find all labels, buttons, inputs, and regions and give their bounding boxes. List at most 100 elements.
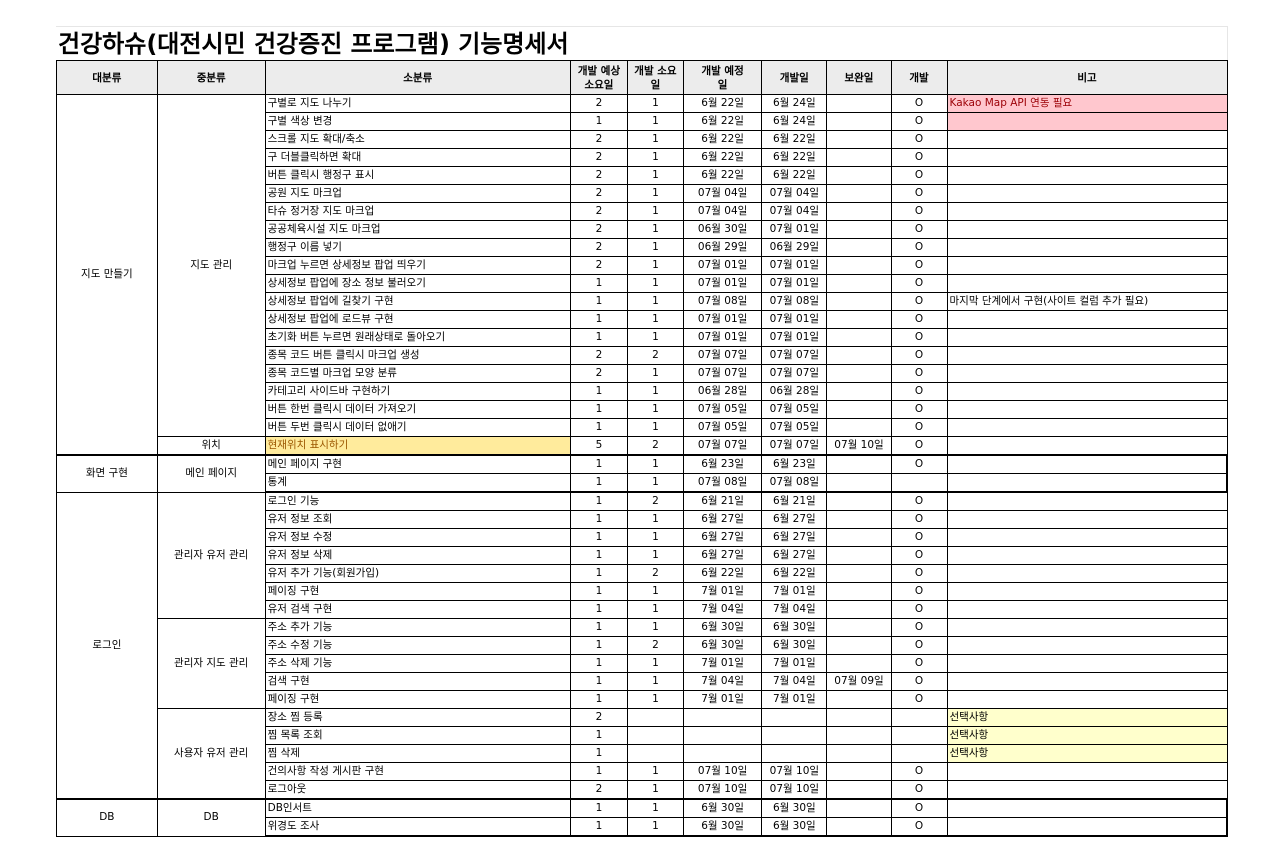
duration-cell[interactable]: 1: [626, 618, 684, 637]
done-cell[interactable]: [890, 726, 948, 745]
dev-date-cell[interactable]: [761, 708, 828, 727]
dev-date-cell[interactable]: 07월 10일: [761, 762, 828, 781]
feature-cell[interactable]: 구별로 지도 나누기: [264, 94, 571, 113]
fix-date-cell[interactable]: [826, 780, 892, 800]
estimate-cell[interactable]: 1: [569, 618, 628, 637]
fix-date-cell[interactable]: [826, 454, 892, 474]
note-cell[interactable]: [946, 546, 1228, 565]
dev-date-cell[interactable]: 6월 30일: [761, 618, 828, 637]
estimate-cell[interactable]: 1: [569, 798, 628, 818]
feature-cell[interactable]: 초기화 버튼 누르면 원래상태로 돌아오기: [264, 328, 571, 347]
dev-date-cell[interactable]: 6월 22일: [761, 564, 828, 583]
fix-date-cell[interactable]: [826, 256, 892, 275]
duration-cell[interactable]: 1: [626, 690, 684, 709]
dev-date-cell[interactable]: 6월 30일: [761, 817, 828, 837]
done-cell[interactable]: O: [890, 672, 948, 691]
planned-date-cell[interactable]: 6월 30일: [682, 798, 763, 818]
dev-date-cell[interactable]: 6월 22일: [761, 130, 828, 149]
feature-cell[interactable]: 메인 페이지 구현: [264, 454, 571, 474]
planned-date-cell[interactable]: [682, 726, 763, 745]
note-cell[interactable]: [946, 148, 1228, 167]
fix-date-cell[interactable]: [826, 310, 892, 329]
done-cell[interactable]: O: [890, 510, 948, 529]
planned-date-cell[interactable]: 6월 21일: [682, 491, 763, 511]
estimate-cell[interactable]: 1: [569, 600, 628, 619]
done-cell[interactable]: O: [890, 780, 948, 800]
feature-cell[interactable]: 스크롤 지도 확대/축소: [264, 130, 571, 149]
dev-date-cell[interactable]: 6월 30일: [761, 798, 828, 818]
planned-date-cell[interactable]: 07월 07일: [682, 364, 763, 383]
estimate-cell[interactable]: 1: [569, 726, 628, 745]
done-cell[interactable]: O: [890, 148, 948, 167]
planned-date-cell[interactable]: 6월 30일: [682, 817, 763, 837]
fix-date-cell[interactable]: [826, 364, 892, 383]
feature-cell[interactable]: 주소 수정 기능: [264, 636, 571, 655]
estimate-cell[interactable]: 1: [569, 546, 628, 565]
duration-cell[interactable]: 1: [626, 310, 684, 329]
subcategory-cell[interactable]: DB: [156, 798, 266, 837]
dev-date-cell[interactable]: 07월 07일: [761, 436, 828, 456]
note-cell[interactable]: [946, 528, 1228, 547]
duration-cell[interactable]: 1: [626, 364, 684, 383]
planned-date-cell[interactable]: 07월 01일: [682, 274, 763, 293]
fix-date-cell[interactable]: [826, 220, 892, 239]
planned-date-cell[interactable]: 7월 04일: [682, 600, 763, 619]
done-cell[interactable]: O: [890, 546, 948, 565]
dev-date-cell[interactable]: 6월 22일: [761, 166, 828, 185]
note-cell[interactable]: [946, 798, 1228, 818]
duration-cell[interactable]: 1: [626, 274, 684, 293]
fix-date-cell[interactable]: [826, 510, 892, 529]
done-cell[interactable]: O: [890, 94, 948, 113]
note-cell[interactable]: [946, 130, 1228, 149]
fix-date-cell[interactable]: [826, 184, 892, 203]
estimate-cell[interactable]: 2: [569, 166, 628, 185]
done-cell[interactable]: O: [890, 618, 948, 637]
planned-date-cell[interactable]: 6월 30일: [682, 618, 763, 637]
fix-date-cell[interactable]: [826, 346, 892, 365]
estimate-cell[interactable]: 2: [569, 780, 628, 800]
planned-date-cell[interactable]: 6월 30일: [682, 636, 763, 655]
dev-date-cell[interactable]: 6월 24일: [761, 94, 828, 113]
dev-date-cell[interactable]: 07월 01일: [761, 328, 828, 347]
fix-date-cell[interactable]: [826, 817, 892, 837]
note-cell[interactable]: 선택사항: [946, 726, 1228, 745]
fix-date-cell[interactable]: [826, 546, 892, 565]
subcategory-cell[interactable]: 관리자 지도 관리: [156, 618, 266, 709]
planned-date-cell[interactable]: 07월 04일: [682, 202, 763, 221]
fix-date-cell[interactable]: [826, 112, 892, 131]
planned-date-cell[interactable]: 07월 01일: [682, 256, 763, 275]
duration-cell[interactable]: 2: [626, 346, 684, 365]
feature-cell[interactable]: 버튼 한번 클릭시 데이터 가져오기: [264, 400, 571, 419]
dev-date-cell[interactable]: 6월 27일: [761, 546, 828, 565]
feature-cell[interactable]: 상세정보 팝업에 장소 정보 불러오기: [264, 274, 571, 293]
dev-date-cell[interactable]: 6월 23일: [761, 454, 828, 474]
feature-cell[interactable]: 공공체육시설 지도 마크업: [264, 220, 571, 239]
duration-cell[interactable]: 1: [626, 112, 684, 131]
feature-cell[interactable]: 페이징 구현: [264, 582, 571, 601]
note-cell[interactable]: [946, 364, 1228, 383]
note-cell[interactable]: [946, 166, 1228, 185]
dev-date-cell[interactable]: 07월 07일: [761, 346, 828, 365]
duration-cell[interactable]: 1: [626, 130, 684, 149]
note-cell[interactable]: [946, 112, 1228, 131]
dev-date-cell[interactable]: [761, 726, 828, 745]
estimate-cell[interactable]: 1: [569, 473, 628, 493]
note-cell[interactable]: [946, 762, 1228, 781]
duration-cell[interactable]: 1: [626, 328, 684, 347]
col-header[interactable]: 소분류: [264, 60, 571, 95]
dev-date-cell[interactable]: 06월 29일: [761, 238, 828, 257]
dev-date-cell[interactable]: 6월 27일: [761, 510, 828, 529]
planned-date-cell[interactable]: 7월 01일: [682, 582, 763, 601]
feature-cell[interactable]: 위경도 조사: [264, 817, 571, 837]
note-cell[interactable]: [946, 202, 1228, 221]
note-cell[interactable]: [946, 328, 1228, 347]
fix-date-cell[interactable]: 07월 10일: [826, 436, 892, 456]
planned-date-cell[interactable]: 6월 27일: [682, 528, 763, 547]
fix-date-cell[interactable]: 07월 09일: [826, 672, 892, 691]
fix-date-cell[interactable]: [826, 166, 892, 185]
estimate-cell[interactable]: 1: [569, 112, 628, 131]
duration-cell[interactable]: 1: [626, 256, 684, 275]
planned-date-cell[interactable]: 06월 30일: [682, 220, 763, 239]
done-cell[interactable]: O: [890, 112, 948, 131]
subcategory-cell[interactable]: 메인 페이지: [156, 454, 266, 493]
